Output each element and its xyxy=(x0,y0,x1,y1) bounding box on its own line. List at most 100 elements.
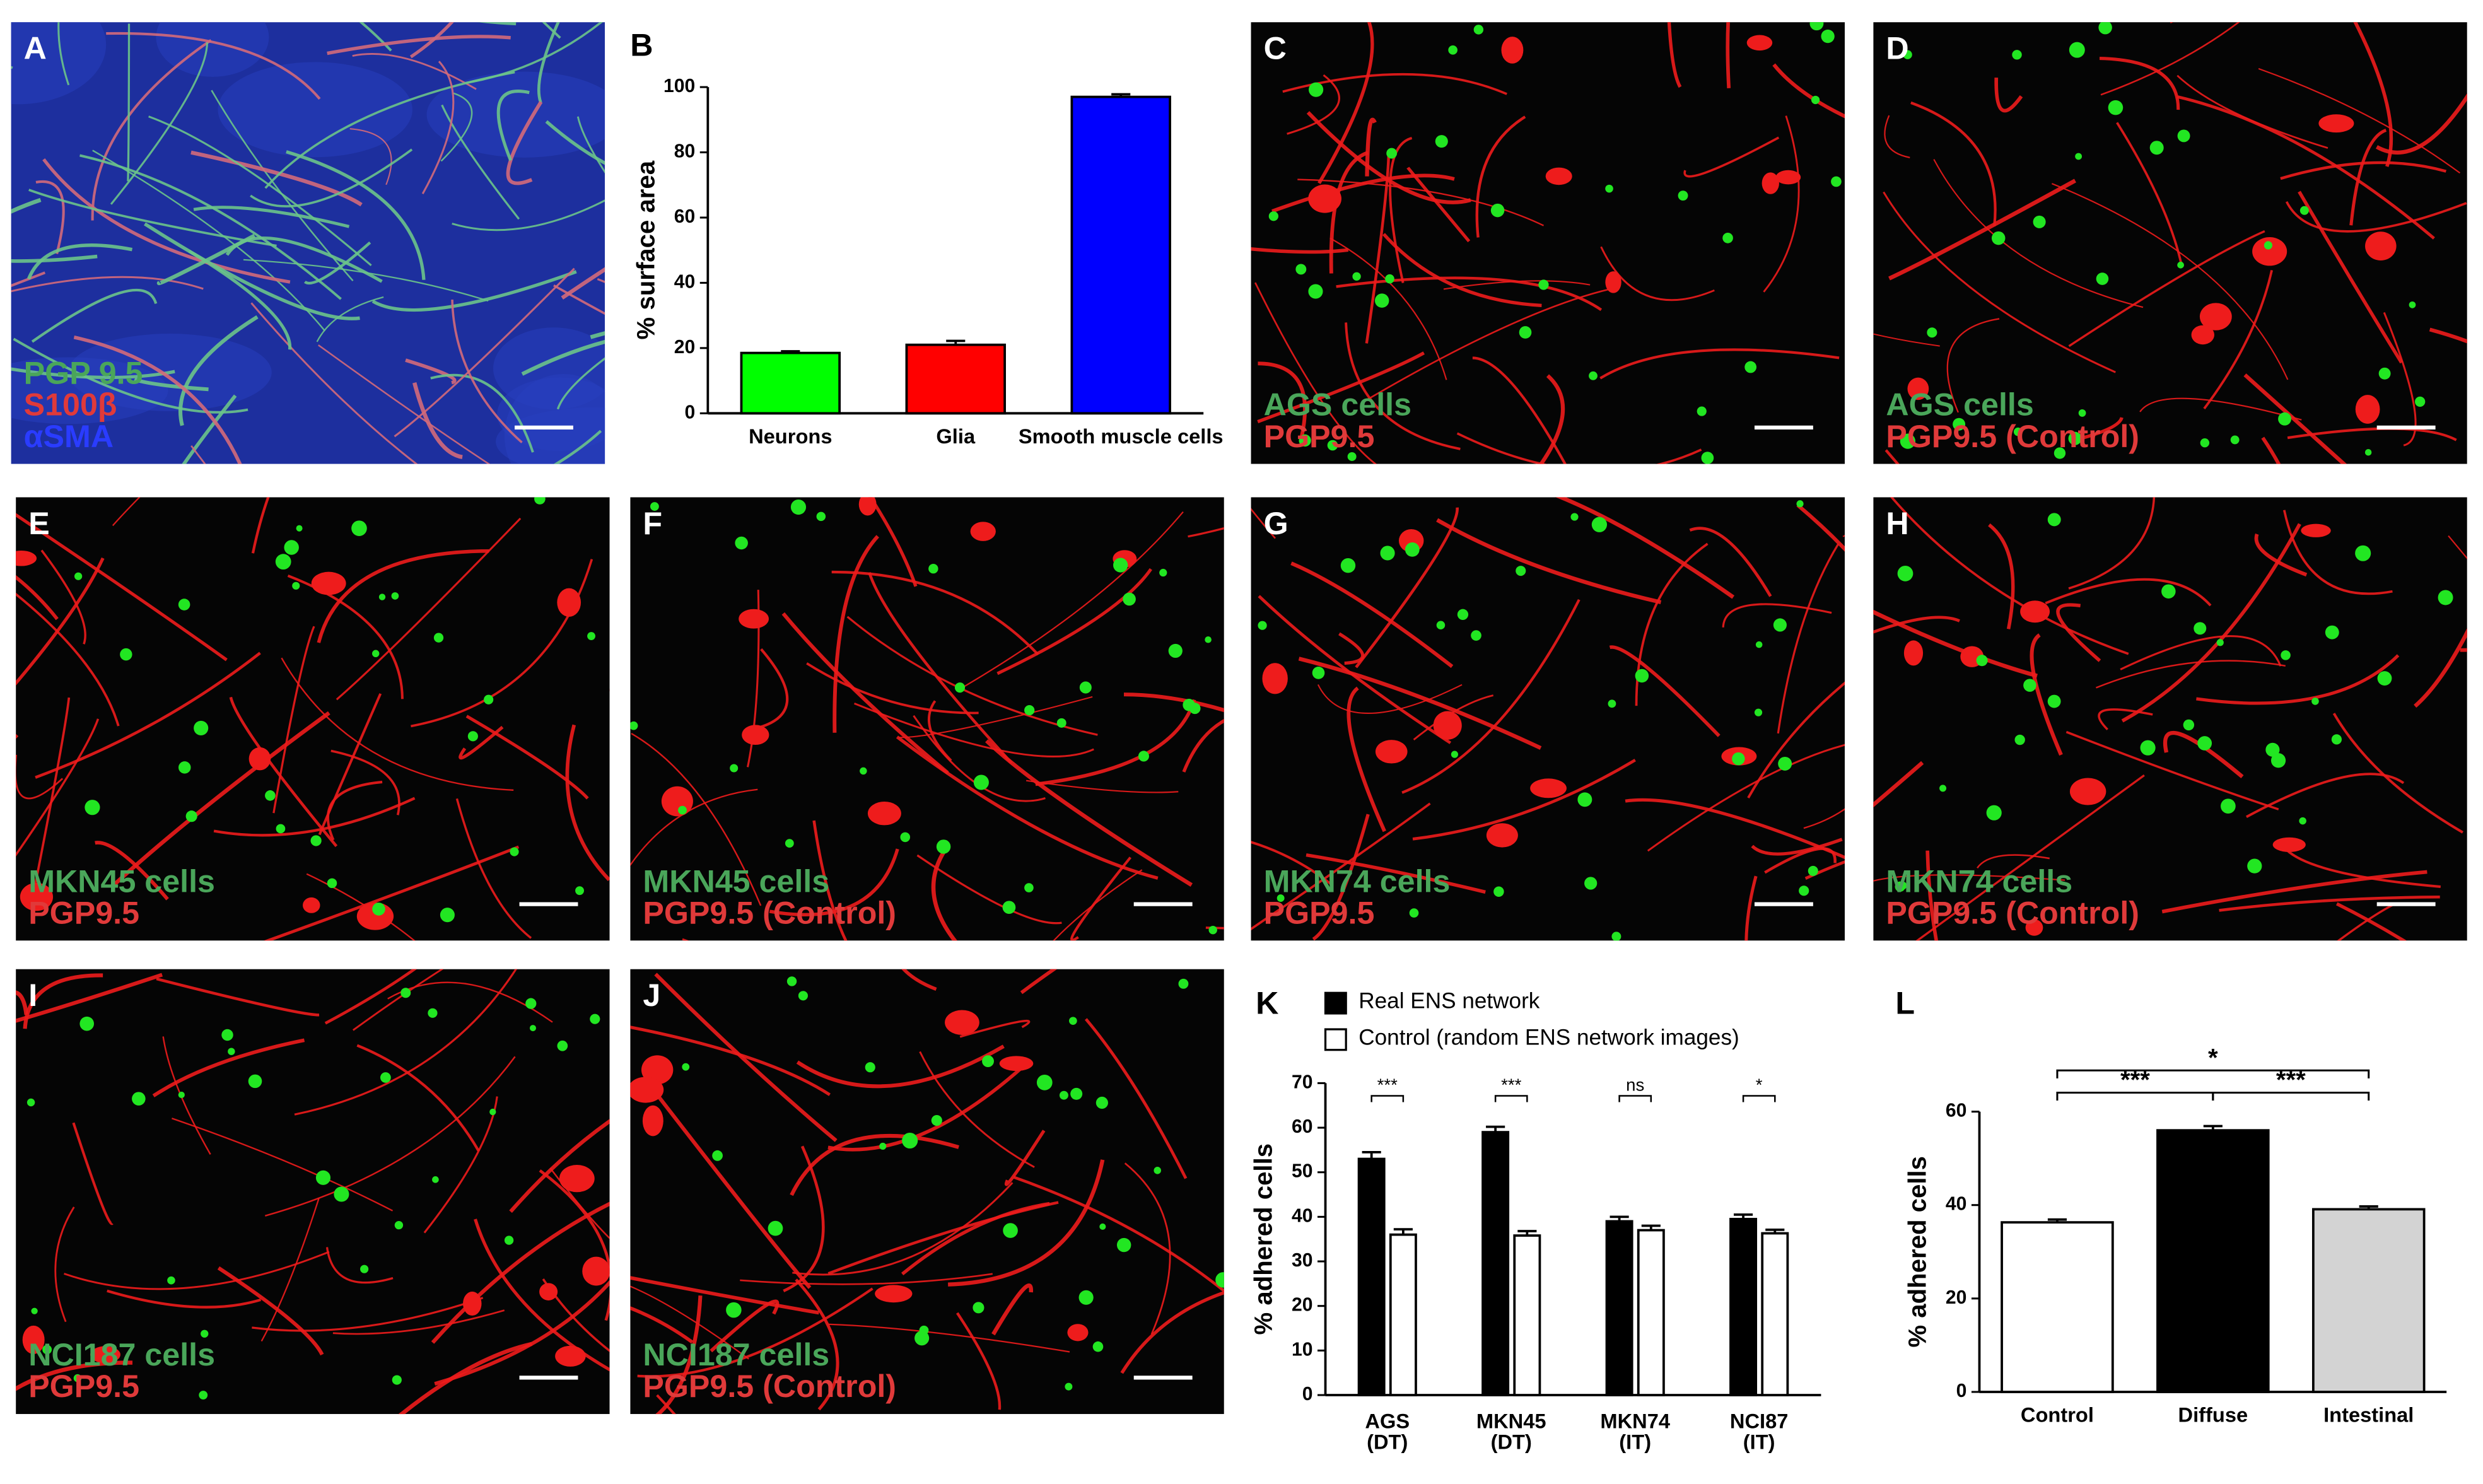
neuron-body xyxy=(2191,325,2214,345)
neurite xyxy=(325,1247,394,1284)
x-tick-label: NCI87 (IT) xyxy=(1729,1409,1789,1454)
neurite xyxy=(901,969,937,991)
tumor-cell xyxy=(1678,190,1688,201)
neurite xyxy=(148,115,372,267)
tumor-cell xyxy=(1821,29,1835,44)
neurite xyxy=(72,1122,114,1225)
tumor-cell xyxy=(1123,592,1136,606)
x-tick-label: Smooth muscle cells xyxy=(1018,424,1224,448)
neurite xyxy=(630,1276,819,1315)
y-tick-label: 60 xyxy=(1946,1101,1967,1121)
neurite xyxy=(178,315,259,426)
neurite xyxy=(576,116,605,174)
tumor-cell xyxy=(2230,435,2240,445)
neurite xyxy=(655,1295,703,1415)
tumor-cell xyxy=(1755,641,1763,648)
tumor-cell xyxy=(334,1186,349,1202)
neurite xyxy=(1538,374,1565,464)
y-tick-label: 30 xyxy=(1292,1250,1313,1271)
error-bar xyxy=(1734,1213,1753,1219)
neurite xyxy=(1772,63,1845,119)
neurite xyxy=(1004,1130,1046,1186)
tumor-cell xyxy=(1078,1290,1094,1305)
x-tick-label: Glia xyxy=(936,424,976,448)
significance-label: *** xyxy=(2120,1065,2150,1094)
y-axis-label: % surface area xyxy=(632,160,660,339)
tumor-cell xyxy=(1258,621,1267,630)
tumor-cell xyxy=(931,1114,942,1126)
tumor-cell xyxy=(712,1150,723,1161)
neurite xyxy=(327,35,511,56)
stain-label: PGP9.5 xyxy=(28,896,139,931)
bar xyxy=(1481,1131,1510,1396)
y-tick-label: 40 xyxy=(1292,1205,1313,1226)
neurite xyxy=(1366,286,1618,401)
tumor-cell xyxy=(2197,736,2212,751)
panel-letter: F xyxy=(643,506,662,541)
neurite xyxy=(2353,22,2393,167)
neurite xyxy=(42,158,291,284)
neurite xyxy=(1796,503,1845,552)
tumor-cell xyxy=(1811,95,1820,105)
neurite xyxy=(1382,233,1542,307)
neurite xyxy=(1306,111,1471,204)
neuron-body xyxy=(2318,114,2354,133)
tumor-cell xyxy=(178,599,190,611)
tumor-cell xyxy=(678,805,687,815)
tumor-cell xyxy=(1608,699,1616,708)
neuron-body xyxy=(875,1285,913,1303)
tumor-cell xyxy=(31,1307,38,1314)
tumor-cell xyxy=(1208,925,1217,935)
tumor-cell xyxy=(1095,1096,1108,1109)
neuron-body xyxy=(1262,663,1288,694)
neurite xyxy=(156,977,320,1017)
error-bar xyxy=(2047,1218,2067,1223)
tumor-cell xyxy=(1056,718,1066,728)
bar xyxy=(2001,1221,2114,1393)
neurite xyxy=(1338,632,1365,665)
neuron-body xyxy=(22,1325,45,1354)
bar xyxy=(1070,95,1171,415)
legend-label: Control (random ENS network images) xyxy=(1358,1025,1739,1049)
neurite xyxy=(831,570,1039,656)
neurite xyxy=(11,271,46,288)
tumor-cell xyxy=(275,554,291,570)
neurite xyxy=(477,22,517,26)
neuron-body xyxy=(1761,172,1779,194)
tumor-cell xyxy=(1897,565,1913,581)
tumor-cell xyxy=(194,720,209,735)
neurite xyxy=(352,53,477,90)
neurite xyxy=(828,1323,1070,1353)
neurite xyxy=(243,259,489,302)
tumor-cell xyxy=(428,1008,438,1018)
tumor-cell xyxy=(378,593,386,600)
tumor-cell xyxy=(360,1265,369,1273)
neurite xyxy=(590,331,605,339)
neurite xyxy=(1406,167,1471,243)
tumor-cell xyxy=(2068,431,2082,445)
neurite xyxy=(127,23,131,182)
tumor-cell xyxy=(2047,513,2061,527)
tumor-cell xyxy=(1635,669,1649,683)
neurite xyxy=(394,267,575,438)
micrograph xyxy=(1873,22,2467,464)
error-bar xyxy=(1111,93,1131,97)
neurite xyxy=(1329,237,1447,380)
tumor-cell xyxy=(284,540,299,555)
neuron-body xyxy=(661,786,693,817)
tumor-cell xyxy=(865,1062,875,1073)
bar xyxy=(1389,1233,1417,1396)
neurite xyxy=(796,1044,1005,1089)
x-tick-label: MKN45 (DT) xyxy=(1476,1409,1546,1454)
tumor-cell xyxy=(510,847,519,856)
tumor-cell xyxy=(1380,546,1395,561)
neuron-body xyxy=(867,802,901,826)
neurite xyxy=(11,276,204,293)
x-tick-label: Intestinal xyxy=(2323,1403,2414,1427)
tumor-cell xyxy=(914,1331,930,1346)
bar xyxy=(1357,1157,1386,1396)
tumor-cell xyxy=(2299,206,2309,215)
neurite xyxy=(1251,247,1349,254)
tumor-cell xyxy=(2377,671,2392,686)
tumor-cell xyxy=(394,1220,404,1230)
